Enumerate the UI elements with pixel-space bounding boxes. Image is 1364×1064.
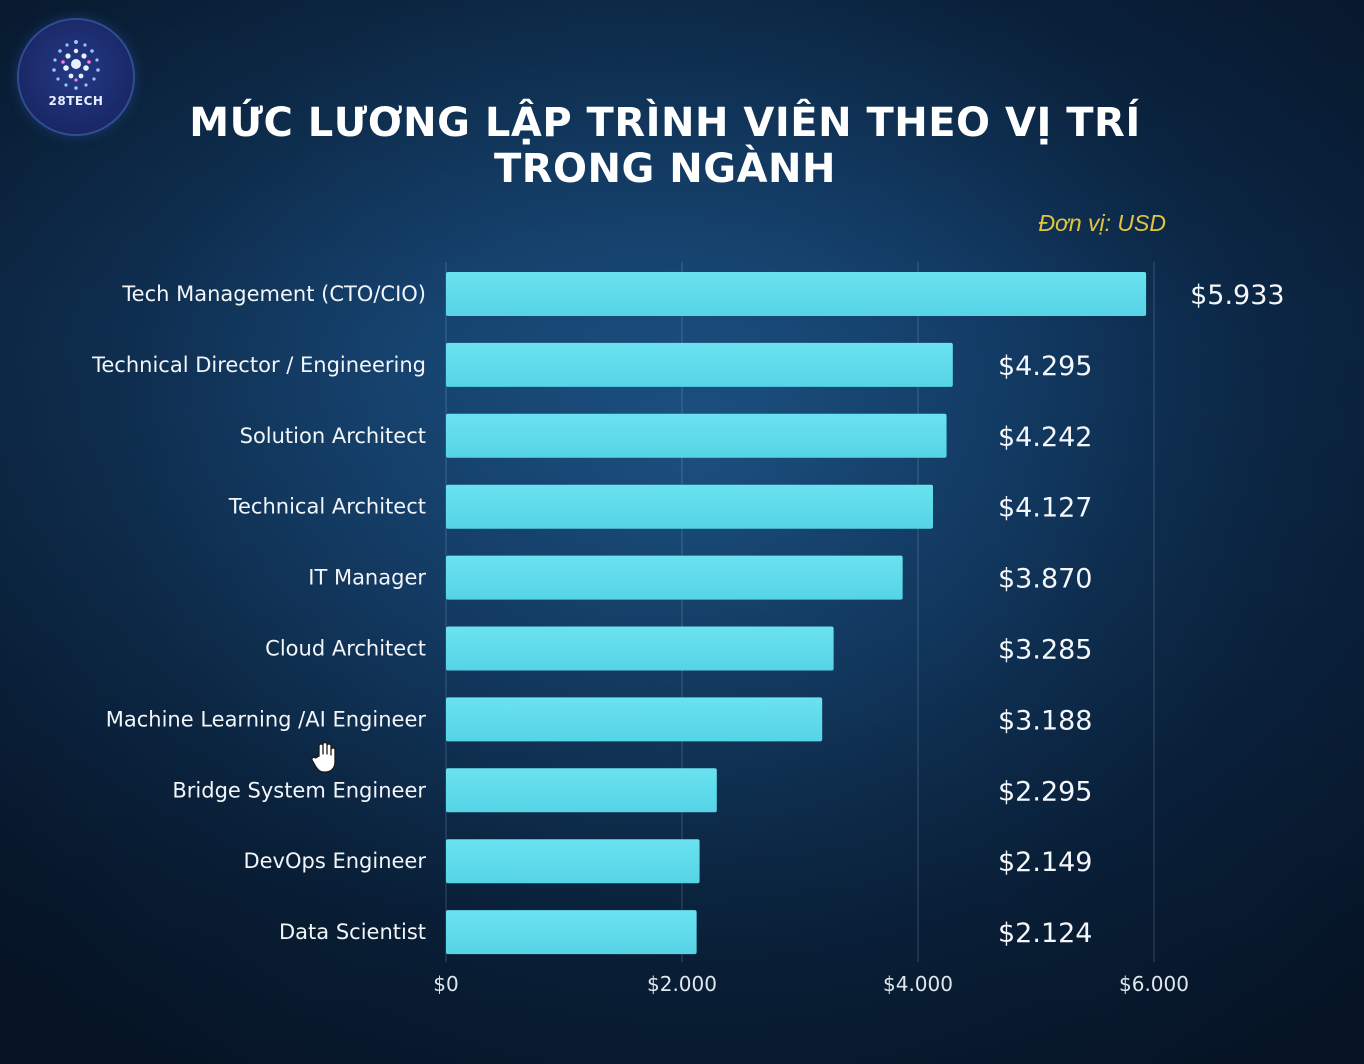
category-label: Machine Learning /AI Engineer: [106, 707, 427, 731]
logo-text: 28TECH: [48, 94, 104, 108]
bar: [446, 839, 700, 884]
bar: [446, 413, 947, 458]
x-tick-label: $2.000: [647, 972, 717, 996]
value-label: $2.295: [998, 776, 1092, 807]
category-label: Technical Architect: [228, 495, 426, 519]
category-label: Solution Architect: [240, 424, 426, 448]
category-labels: Tech Management (CTO/CIO) Technical Direc…: [91, 282, 426, 944]
bar: [446, 555, 903, 600]
category-label: IT Manager: [308, 566, 426, 590]
value-label: $4.127: [998, 493, 1092, 524]
category-label: Tech Management (CTO/CIO): [121, 282, 426, 306]
value-label: $4.242: [998, 422, 1092, 453]
bar: [446, 342, 953, 387]
value-label: $3.188: [998, 705, 1092, 736]
x-tick-label: $0: [433, 972, 458, 996]
bar: [446, 910, 697, 955]
hand-cursor-icon: [311, 742, 336, 773]
category-label: Bridge System Engineer: [172, 778, 426, 802]
x-tick-label: $4.000: [883, 972, 953, 996]
unit-note: Đơn vị: USD: [1038, 210, 1166, 236]
x-tick-label: $6.000: [1119, 972, 1189, 996]
value-label: $3.870: [998, 564, 1092, 595]
value-label: $2.124: [998, 918, 1092, 949]
bar: [446, 697, 823, 742]
network-icon: [52, 40, 100, 90]
bars: [446, 272, 1147, 955]
category-label: Technical Director / Engineering: [91, 353, 426, 377]
bar: [446, 272, 1147, 316]
category-label: DevOps Engineer: [243, 849, 426, 873]
value-labels: $5.933 $4.295 $4.242 $4.127 $3.870 $3.285 $3.1…: [998, 280, 1285, 949]
bar: [446, 768, 717, 813]
category-label: Cloud Architect: [265, 637, 426, 661]
x-axis-ticks: $0 $2.000 $4.000 $6.000: [433, 972, 1189, 996]
category-label: Data Scientist: [279, 920, 426, 944]
bar: [446, 484, 933, 529]
value-label: $2.149: [998, 847, 1092, 878]
page-title: MỨC LƯƠNG LẬP TRÌNH VIÊN THEO VỊ TRÍ TRO…: [189, 100, 1141, 192]
brand-logo: 28TECH: [19, 20, 133, 134]
value-label: $4.295: [998, 351, 1092, 382]
value-label: $5.933: [1190, 280, 1284, 311]
value-label: $3.285: [998, 635, 1092, 666]
bar: [446, 626, 834, 671]
